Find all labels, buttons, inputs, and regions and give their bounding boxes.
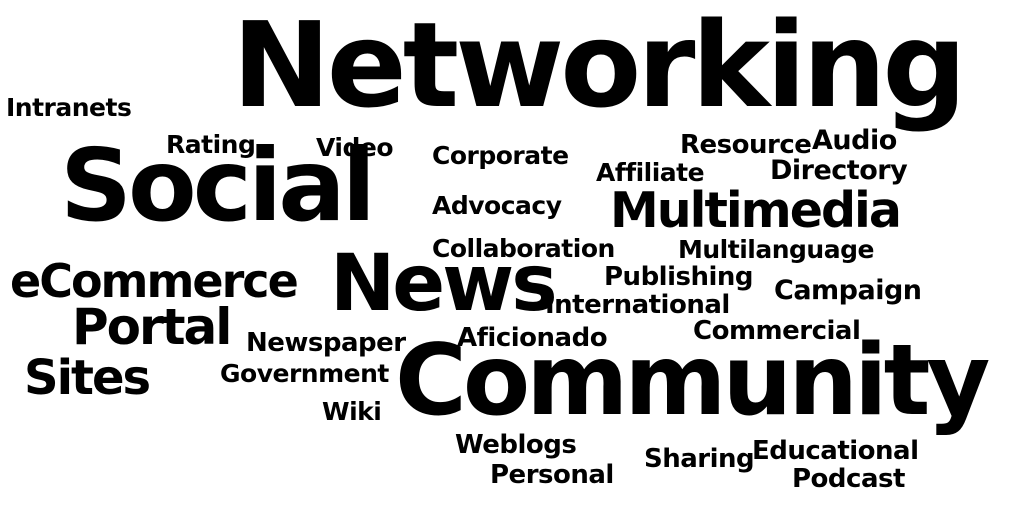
word-directory: Directory xyxy=(770,155,908,186)
word-affiliate: Affiliate xyxy=(596,158,705,187)
word-multimedia: Multimedia xyxy=(610,182,902,239)
word-resource: Resource xyxy=(680,130,812,160)
word-educational: Educational xyxy=(752,436,919,466)
word-networking: Networking xyxy=(232,0,967,134)
word-publishing: Publishing xyxy=(604,262,754,292)
word-weblogs: Weblogs xyxy=(455,430,577,460)
word-advocacy: Advocacy xyxy=(432,191,562,220)
word-rating: Rating xyxy=(166,130,256,159)
word-newspaper: Newspaper xyxy=(246,328,406,358)
word-portal: Portal xyxy=(72,298,232,356)
word-social: Social xyxy=(60,127,376,244)
word-government: Government xyxy=(220,359,389,388)
word-sharing: Sharing xyxy=(644,444,755,474)
word-collaboration: Collaboration xyxy=(432,234,615,263)
word-personal: Personal xyxy=(490,460,614,490)
word-intranets: Intranets xyxy=(6,93,132,122)
word-sites: Sites xyxy=(24,350,151,406)
word-corporate: Corporate xyxy=(432,141,569,170)
word-wiki: Wiki xyxy=(322,397,382,426)
word-international: International xyxy=(545,290,730,320)
word-commercial: Commercial xyxy=(693,316,861,346)
word-community: Community xyxy=(395,324,990,438)
word-campaign: Campaign xyxy=(774,275,922,306)
word-podcast: Podcast xyxy=(792,464,905,494)
word-ecommerce: eCommerce xyxy=(10,254,299,308)
word-video: Video xyxy=(316,133,394,162)
word-audio: Audio xyxy=(812,125,897,156)
word-multilanguage: Multilanguage xyxy=(678,235,874,264)
word-news: News xyxy=(330,239,558,329)
word-aficionado: Aficionado xyxy=(457,323,608,353)
